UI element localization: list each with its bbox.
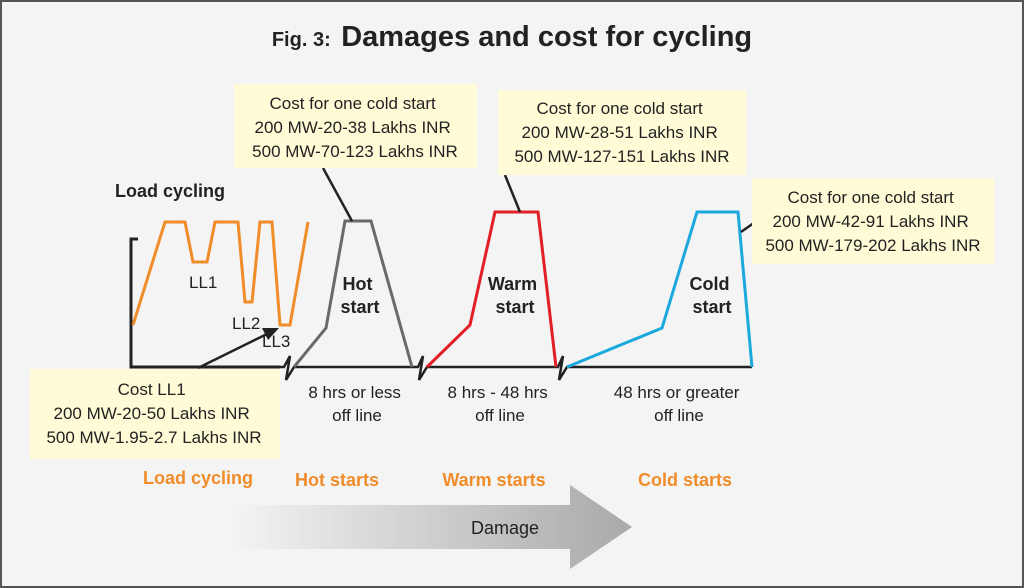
warm-cost-line1: Cost for one cold start <box>536 99 703 118</box>
ll1-cost-line2: 200 MW-20-50 Lakhs INR <box>54 404 250 423</box>
cold-offline-line1: 48 hrs or greater <box>614 383 740 402</box>
warm-cost-text: Cost for one cold start 200 MW-28-51 Lak… <box>514 99 729 166</box>
warm-start-label-line1: Warm <box>488 274 537 294</box>
warm-cost-line3: 500 MW-127-151 Lakhs INR <box>514 147 729 166</box>
hot-cost-line1: Cost for one cold start <box>269 94 436 113</box>
hot-cost-line3: 500 MW-70-123 Lakhs INR <box>252 142 458 161</box>
cold-cost-line2: 200 MW-42-91 Lakhs INR <box>773 212 969 231</box>
ll1-cost-pointer <box>197 332 268 370</box>
cold-start-trace <box>566 210 754 369</box>
load-cycling-trace <box>131 220 310 327</box>
category-load-cycling: Load cycling <box>143 468 253 488</box>
cold-cost-box <box>752 178 994 264</box>
warm-cost-line2: 200 MW-28-51 Lakhs INR <box>522 123 718 142</box>
hot-cost-text: Cost for one cold start 200 MW-20-38 Lak… <box>252 94 458 161</box>
category-hot-starts: Hot starts <box>295 470 379 490</box>
cold-start-label-line1: Cold <box>689 274 729 294</box>
hot-start-label: Hot start <box>340 274 379 317</box>
load-cycling-axis <box>129 237 280 369</box>
warm-start-label: Warm start <box>488 274 542 317</box>
cold-offline-line2: off line <box>654 406 704 425</box>
category-warm-starts: Warm starts <box>442 470 545 490</box>
hot-offline-line1: 8 hrs or less <box>308 383 401 402</box>
warm-offline-line1: 8 hrs - 48 hrs <box>448 383 548 402</box>
figure-title: Fig. 3: Damages and cost for cycling <box>272 21 752 53</box>
warm-offline-line2: off line <box>475 406 525 425</box>
damage-arrow <box>230 485 632 569</box>
cold-start-label: Cold start <box>689 274 734 317</box>
ll1-cost-line3: 500 MW-1.95-2.7 Lakhs INR <box>46 428 261 447</box>
load-level-ll1: LL1 <box>189 273 217 292</box>
hot-cost-box <box>234 84 477 168</box>
cold-cost-line1: Cost for one cold start <box>787 188 954 207</box>
hot-start-trace <box>292 219 414 368</box>
hot-cost-pointer <box>321 167 354 222</box>
warm-start-trace <box>425 210 558 369</box>
hot-offline-label: 8 hrs or less off line <box>308 383 405 425</box>
hot-offline-line2: off line <box>332 406 382 425</box>
load-level-ll2: LL2 <box>232 314 260 333</box>
damage-arrow-label: Damage <box>471 518 539 538</box>
cold-cost-text: Cost for one cold start 200 MW-42-91 Lak… <box>765 188 980 255</box>
ll1-cost-box <box>30 369 280 459</box>
hot-start-label-line1: Hot <box>342 274 372 294</box>
warm-start-label-line2: start <box>495 297 534 317</box>
warm-offline-label: 8 hrs - 48 hrs off line <box>448 383 553 425</box>
hot-cost-line2: 200 MW-20-38 Lakhs INR <box>255 118 451 137</box>
warm-cost-box <box>498 90 746 175</box>
cold-cost-line3: 500 MW-179-202 Lakhs INR <box>765 236 980 255</box>
figure-title-main: Damages and cost for cycling <box>341 21 752 53</box>
ll1-cost-text: Cost LL1 200 MW-20-50 Lakhs INR 500 MW-1… <box>46 380 261 447</box>
ll1-cost-pointer-head <box>262 328 279 340</box>
load-cycling-title: Load cycling <box>115 181 225 201</box>
ll1-cost-line1: Cost LL1 <box>118 380 186 399</box>
figure-title-prefix: Fig. 3: <box>272 29 331 51</box>
cold-start-label-line2: start <box>692 297 731 317</box>
warm-cost-pointer <box>503 174 522 213</box>
hot-start-label-line2: start <box>340 297 379 317</box>
cold-offline-label: 48 hrs or greater off line <box>614 383 744 425</box>
category-cold-starts: Cold starts <box>638 470 732 490</box>
timeline-baseline <box>280 355 752 381</box>
